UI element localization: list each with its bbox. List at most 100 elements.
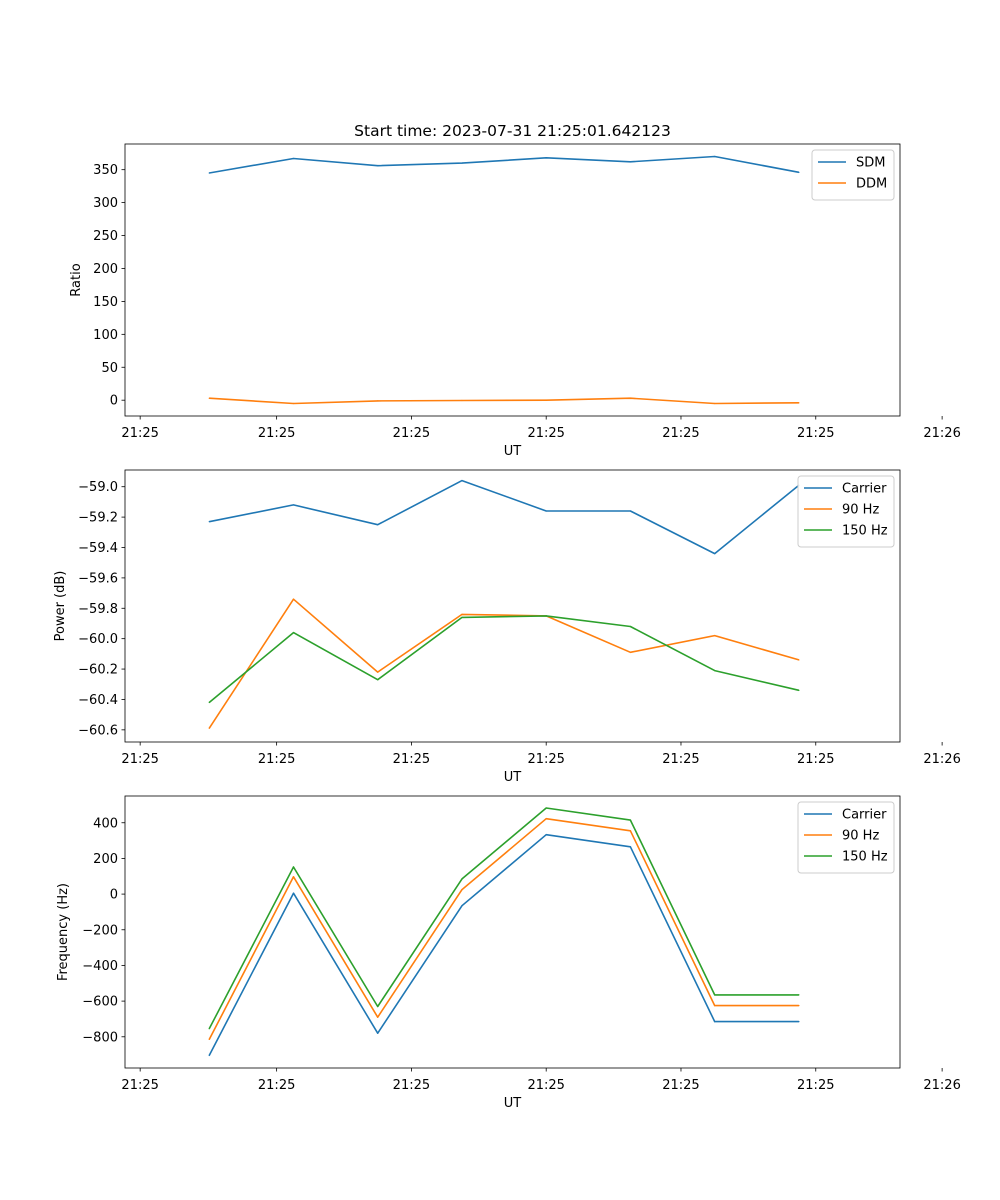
x-tick-label: 21:25 xyxy=(797,1078,834,1093)
legend-label: DDM xyxy=(856,177,887,192)
y-tick-label: −600 xyxy=(82,995,118,1010)
data-point-sdm xyxy=(798,171,800,173)
data-point-carrier xyxy=(629,510,632,512)
x-axis-label: UT xyxy=(504,444,522,459)
series-line-150-hz xyxy=(208,615,800,704)
data-point-150-hz xyxy=(629,625,632,628)
data-point-150-hz xyxy=(292,631,295,634)
data-point-90-hz xyxy=(629,651,632,653)
data-point-90-hz xyxy=(545,818,547,820)
data-point-carrier xyxy=(461,905,463,907)
legend-label: Carrier xyxy=(842,482,887,497)
y-axis-label: Power (dB) xyxy=(53,571,68,642)
y-tick-label: 150 xyxy=(93,295,118,310)
x-tick-label: 21:25 xyxy=(527,752,564,767)
legend-label: SDM xyxy=(856,156,885,171)
data-point-90-hz xyxy=(714,1004,716,1007)
x-tick-label: 21:25 xyxy=(258,1078,295,1093)
x-axis-label: UT xyxy=(504,1096,522,1111)
plot-ratio: 0 50 100 150 200 250 300 350 21:25 21:25 21:25 21:2… xyxy=(69,143,961,459)
data-point-90-hz xyxy=(292,598,295,600)
legend-label: 150 Hz xyxy=(842,850,888,865)
data-point-150-hz xyxy=(208,701,210,704)
y-tick-label: 300 xyxy=(93,196,118,211)
data-point-carrier xyxy=(545,834,547,836)
y-tick-label: 200 xyxy=(93,262,118,277)
figure-title: Start time: 2023-07-31 21:25:01.642123 xyxy=(354,122,671,140)
y-tick-label: −60.4 xyxy=(78,693,118,708)
data-point-carrier xyxy=(545,510,547,512)
data-point-90-hz xyxy=(798,659,800,661)
y-tick-label: 0 xyxy=(110,888,118,903)
legend-label: 90 Hz xyxy=(842,503,879,518)
legend: SDM DDM xyxy=(811,149,895,201)
y-tick-label: −60.2 xyxy=(78,663,118,678)
data-point-90-hz xyxy=(377,1016,379,1018)
x-tick-label: 21:26 xyxy=(923,752,960,767)
data-point-carrier xyxy=(377,1032,379,1034)
series-line-ddm xyxy=(209,397,799,405)
x-tick-label: 21:25 xyxy=(527,1078,564,1093)
data-point-ddm xyxy=(714,402,716,405)
data-point-carrier xyxy=(629,846,632,848)
x-tick-label: 21:25 xyxy=(121,752,158,767)
series-line-90-hz xyxy=(208,598,800,729)
data-point-150-hz xyxy=(208,1028,210,1030)
x-tick-label: 21:25 xyxy=(662,752,699,767)
y-axis-label: Frequency (Hz) xyxy=(56,883,71,981)
legend: Carrier 90 Hz 150 Hz xyxy=(797,801,895,874)
data-point-150-hz xyxy=(292,866,295,868)
y-tick-label: 400 xyxy=(93,816,118,831)
axes-frame xyxy=(124,143,901,417)
x-tick-label: 21:25 xyxy=(393,1078,430,1093)
data-point-ddm xyxy=(208,397,210,399)
data-point-90-hz xyxy=(798,1004,800,1007)
legend-label: 90 Hz xyxy=(842,829,879,844)
x-tick-label: 21:26 xyxy=(923,1078,960,1093)
x-axis-label: UT xyxy=(504,770,522,785)
y-tick-label: −800 xyxy=(82,1030,118,1045)
series-line-90-hz xyxy=(208,817,799,1040)
y-tick-label: −60.0 xyxy=(78,632,118,647)
data-point-ddm xyxy=(292,402,295,405)
data-point-90-hz xyxy=(461,613,463,615)
x-tick-label: 21:25 xyxy=(258,752,295,767)
data-point-ddm xyxy=(545,399,547,401)
data-point-150-hz xyxy=(461,616,463,618)
legend: Carrier 90 Hz 150 Hz xyxy=(797,475,895,548)
y-tick-label: 0 xyxy=(110,394,118,409)
data-point-90-hz xyxy=(714,635,716,637)
x-tick-label: 21:25 xyxy=(662,1078,699,1093)
data-point-carrier xyxy=(208,521,210,523)
data-point-ddm xyxy=(629,397,632,399)
data-point-carrier xyxy=(292,892,295,894)
axes-frame xyxy=(124,795,901,1069)
data-point-150-hz xyxy=(377,679,379,681)
data-point-150-hz xyxy=(714,669,716,672)
data-point-sdm xyxy=(377,165,379,167)
data-point-ddm xyxy=(377,400,379,402)
x-tick-label: 21:25 xyxy=(662,426,699,441)
y-tick-label: −400 xyxy=(82,959,118,974)
data-point-carrier xyxy=(714,552,716,555)
y-tick-label: 250 xyxy=(93,229,118,244)
data-point-90-hz xyxy=(292,876,295,878)
data-point-150-hz xyxy=(798,689,800,691)
series-line-carrier xyxy=(209,479,800,555)
data-point-90-hz xyxy=(461,889,463,891)
x-tick-label: 21:25 xyxy=(258,426,295,441)
series-line-150-hz xyxy=(208,807,799,1030)
y-axis-label: Ratio xyxy=(69,263,84,296)
y-tick-label: −59.6 xyxy=(78,571,118,586)
series-line-carrier xyxy=(208,833,799,1056)
plot-power: −60.6 −60.4 −60.2 −60.0 −59.8 −59.6 −59.4 −59.2… xyxy=(53,469,961,785)
y-tick-label: 100 xyxy=(93,328,118,343)
data-point-carrier xyxy=(377,524,379,526)
data-point-carrier xyxy=(208,1054,210,1057)
y-tick-label: 50 xyxy=(101,361,118,376)
legend-label: Carrier xyxy=(842,808,887,823)
data-point-ddm xyxy=(798,402,800,404)
x-tick-label: 21:25 xyxy=(527,426,564,441)
data-point-carrier xyxy=(714,1021,716,1023)
